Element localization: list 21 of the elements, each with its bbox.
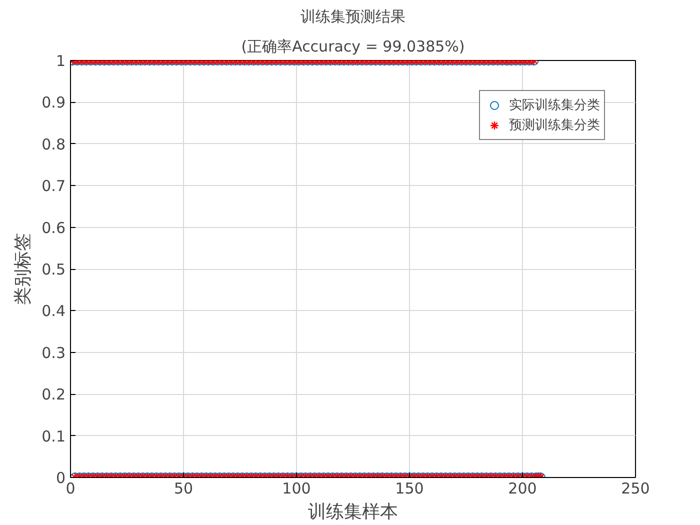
- y-tick-label: 0.7: [42, 177, 66, 196]
- y-tick-label: 1: [56, 52, 66, 70]
- chart-title: 训练集预测结果: [300, 8, 406, 26]
- x-tick-label: 50: [174, 480, 194, 498]
- y-tick-label: 0.3: [42, 344, 66, 362]
- y-tick-label: 0.9: [42, 94, 66, 112]
- y-tick-label: 0.2: [42, 386, 66, 404]
- y-tick-label: 0.6: [42, 218, 66, 237]
- x-tick-label: 100: [282, 480, 311, 498]
- y-tick-label: 0.5: [42, 260, 66, 278]
- legend-label: 实际训练集分类: [509, 97, 600, 114]
- x-tick-label: 150: [395, 480, 424, 498]
- chart-subtitle: (正确率Accuracy = 99.0385%): [241, 38, 465, 56]
- y-tick-label: 0.1: [42, 427, 66, 446]
- legend-label: 预测训练集分类: [509, 117, 600, 134]
- y-tick-label: 0.8: [42, 135, 66, 154]
- x-tick-label: 200: [508, 480, 537, 498]
- x-tick-label: 250: [621, 480, 650, 498]
- y-axis-title: 类别标签: [12, 233, 34, 305]
- y-tick-label: 0.4: [42, 302, 66, 320]
- x-axis-title: 训练集样本: [308, 502, 398, 522]
